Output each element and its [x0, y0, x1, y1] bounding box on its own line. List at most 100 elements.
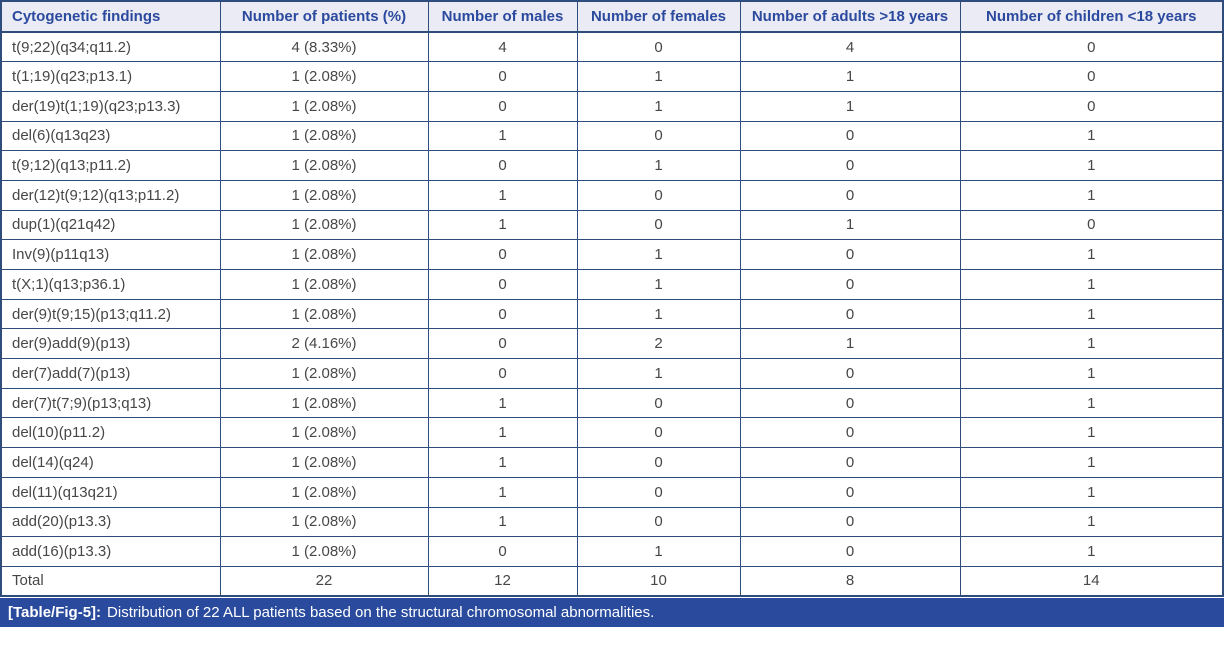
column-header: Cytogenetic findings: [0, 0, 221, 33]
cell-value: 0: [739, 179, 961, 211]
cell-value: 0: [576, 31, 741, 63]
total-row: Total 22 12 10 8 14: [0, 565, 1224, 597]
cell-value: 1: [427, 209, 578, 241]
cell-value: 0: [739, 269, 961, 300]
table-row: der(12)t(9;12)(q13;p11.2) 1 (2.08%) 1 0 0 1: [0, 179, 1224, 211]
cell-value: 4: [427, 31, 578, 63]
cell-value: 1: [427, 476, 578, 508]
cell-value: 1: [427, 179, 578, 211]
cell-finding: del(14)(q24): [0, 447, 221, 478]
table-row: dup(1)(q21q42) 1 (2.08%) 1 0 1 0: [0, 209, 1224, 241]
column-header: Number of females: [576, 0, 741, 33]
table-caption-bar: [Table/Fig-5]: Distribution of 22 ALL pa…: [0, 598, 1224, 628]
cell-finding: del(11)(q13q21): [0, 476, 221, 508]
column-header: Number of patients (%): [219, 0, 429, 33]
table-row: del(11)(q13q21) 1 (2.08%) 1 0 0 1: [0, 476, 1224, 508]
cell-value: 1: [739, 328, 961, 360]
cell-value: 0: [739, 298, 961, 330]
cell-value: 1: [739, 209, 961, 241]
cell-value: 22: [219, 565, 429, 597]
table-row: t(9;12)(q13;p11.2) 1 (2.08%) 0 1 0 1: [0, 150, 1224, 181]
cell-value: 0: [739, 387, 961, 419]
table-row: del(6)(q13q23) 1 (2.08%) 1 0 0 1: [0, 120, 1224, 152]
table-row: add(20)(p13.3) 1 (2.08%) 1 0 0 1: [0, 506, 1224, 538]
cell-value: 1: [959, 269, 1224, 300]
cell-value: 0: [427, 150, 578, 181]
cell-value: 0: [739, 417, 961, 449]
cell-finding: t(X;1)(q13;p36.1): [0, 269, 221, 300]
cell-value: 1: [739, 90, 961, 122]
cell-finding: t(1;19)(q23;p13.1): [0, 61, 221, 92]
cell-value: 0: [576, 506, 741, 538]
cell-value: 2: [576, 328, 741, 360]
cell-value: 1 (2.08%): [219, 506, 429, 538]
cell-value: 1 (2.08%): [219, 209, 429, 241]
cell-value: 1 (2.08%): [219, 358, 429, 389]
table-row: der(9)add(9)(p13) 2 (4.16%) 0 2 1 1: [0, 328, 1224, 360]
cell-value: 1: [576, 150, 741, 181]
cell-value: 0: [427, 328, 578, 360]
cell-finding: t(9;22)(q34;q11.2): [0, 31, 221, 63]
header-row: Cytogenetic findings Number of patients (…: [0, 0, 1224, 33]
cell-value: 1: [959, 150, 1224, 181]
table-row: der(9)t(9;15)(p13;q11.2) 1 (2.08%) 0 1 0 1: [0, 298, 1224, 330]
cell-finding: der(9)add(9)(p13): [0, 328, 221, 360]
table-body: t(9;22)(q34;q11.2) 4 (8.33%) 4 0 4 0 t(1;19)(q…: [0, 31, 1224, 597]
cell-value: 0: [739, 150, 961, 181]
table-row: der(7)t(7;9)(p13;q13) 1 (2.08%) 1 0 0 1: [0, 387, 1224, 419]
cell-value: 1: [427, 120, 578, 152]
cell-value: 1 (2.08%): [219, 387, 429, 419]
cell-value: 0: [739, 536, 961, 567]
cell-value: 1 (2.08%): [219, 150, 429, 181]
cell-value: 0: [427, 61, 578, 92]
cell-value: 1: [576, 269, 741, 300]
cell-value: 0: [576, 209, 741, 241]
cell-value: 1 (2.08%): [219, 269, 429, 300]
cell-value: 1: [427, 417, 578, 449]
cell-value: 1 (2.08%): [219, 239, 429, 270]
cell-value: 0: [739, 358, 961, 389]
cell-value: 1: [959, 298, 1224, 330]
caption-label: [Table/Fig-5]:: [8, 604, 102, 622]
cell-value: 1 (2.08%): [219, 536, 429, 567]
table-row: t(9;22)(q34;q11.2) 4 (8.33%) 4 0 4 0: [0, 31, 1224, 63]
cell-value: 0: [576, 447, 741, 478]
cell-value: 0: [739, 506, 961, 538]
cell-value: 1: [959, 447, 1224, 478]
cell-value: 1: [427, 506, 578, 538]
cell-value: 1: [576, 358, 741, 389]
cell-value: 0: [427, 239, 578, 270]
cell-value: 8: [739, 565, 961, 597]
cell-value: 0: [739, 239, 961, 270]
column-header: Number of males: [427, 0, 578, 33]
cell-value: 1: [959, 536, 1224, 567]
cell-value: 0: [576, 387, 741, 419]
column-header: Number of adults >18 years: [739, 0, 961, 33]
cell-value: 0: [427, 90, 578, 122]
cell-value: 1: [576, 239, 741, 270]
cell-value: 1: [959, 239, 1224, 270]
table-row: der(7)add(7)(p13) 1 (2.08%) 0 1 0 1: [0, 358, 1224, 389]
cell-value: 1: [576, 90, 741, 122]
caption-text: Distribution of 22 ALL patients based on…: [107, 604, 655, 622]
cell-value: 4: [739, 31, 961, 63]
cell-value: 0: [576, 120, 741, 152]
cell-value: 1: [427, 387, 578, 419]
cell-value: 1: [959, 417, 1224, 449]
table-row: del(10)(p11.2) 1 (2.08%) 1 0 0 1: [0, 417, 1224, 449]
cell-value: 1: [959, 358, 1224, 389]
cytogenetic-findings-table: Cytogenetic findings Number of patients (…: [0, 0, 1224, 598]
cell-value: 0: [739, 120, 961, 152]
cell-value: 0: [427, 269, 578, 300]
cell-value: 0: [959, 31, 1224, 63]
cell-value: 0: [576, 476, 741, 508]
cell-value: 1 (2.08%): [219, 298, 429, 330]
cell-finding: add(20)(p13.3): [0, 506, 221, 538]
column-header: Number of children <18 years: [959, 0, 1224, 33]
cell-value: 0: [427, 298, 578, 330]
table-row: t(1;19)(q23;p13.1) 1 (2.08%) 0 1 1 0: [0, 61, 1224, 92]
cell-value: 1: [739, 61, 961, 92]
cell-value: 1: [576, 298, 741, 330]
cell-value: 0: [959, 90, 1224, 122]
